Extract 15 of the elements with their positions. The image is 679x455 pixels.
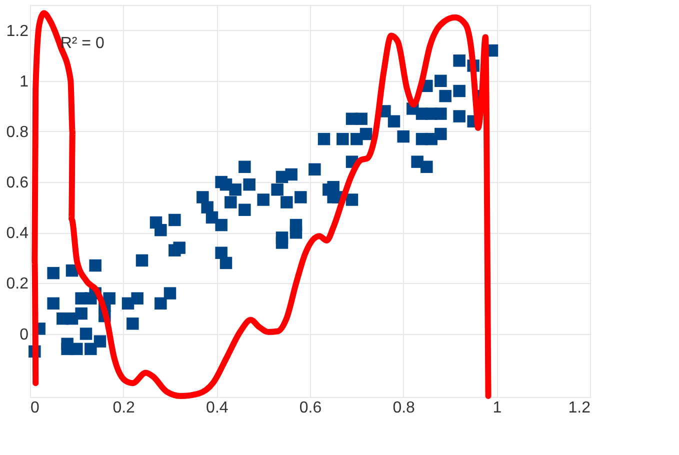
annotation: R² = 0 (60, 34, 104, 52)
x-tick-label: 1 (492, 400, 502, 416)
y-tick-label: 0.8 (6, 124, 29, 141)
y-tick-label: 1.2 (6, 22, 29, 40)
x-tick-label: 0.2 (112, 400, 136, 416)
x-tick-label: 1.2 (568, 400, 591, 416)
y-tick-label: 0 (20, 326, 29, 344)
y-tick-label: 0.2 (6, 276, 29, 293)
x-tick-label: 0.8 (392, 400, 416, 416)
x-tick-label: 0.4 (206, 400, 228, 416)
y-tick-label: 1 (20, 73, 29, 90)
x-tick-label: 0 (30, 400, 40, 416)
y-tick-label: 0.4 (6, 225, 29, 242)
y-tick-label: 0.6 (6, 174, 29, 192)
x-tick-label: 0.6 (299, 400, 322, 416)
